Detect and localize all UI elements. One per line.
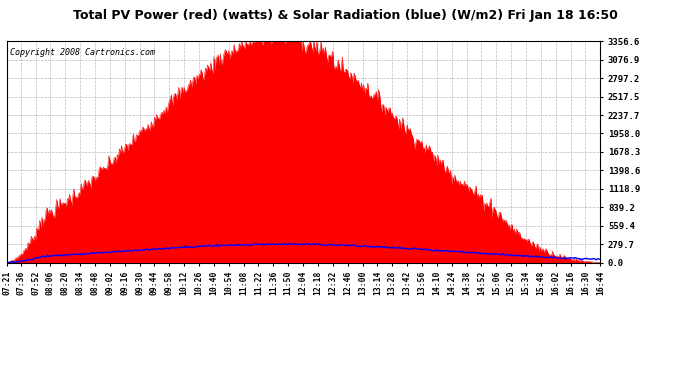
Text: Copyright 2008 Cartronics.com: Copyright 2008 Cartronics.com [10, 48, 155, 57]
Text: Total PV Power (red) (watts) & Solar Radiation (blue) (W/m2) Fri Jan 18 16:50: Total PV Power (red) (watts) & Solar Rad… [72, 9, 618, 22]
